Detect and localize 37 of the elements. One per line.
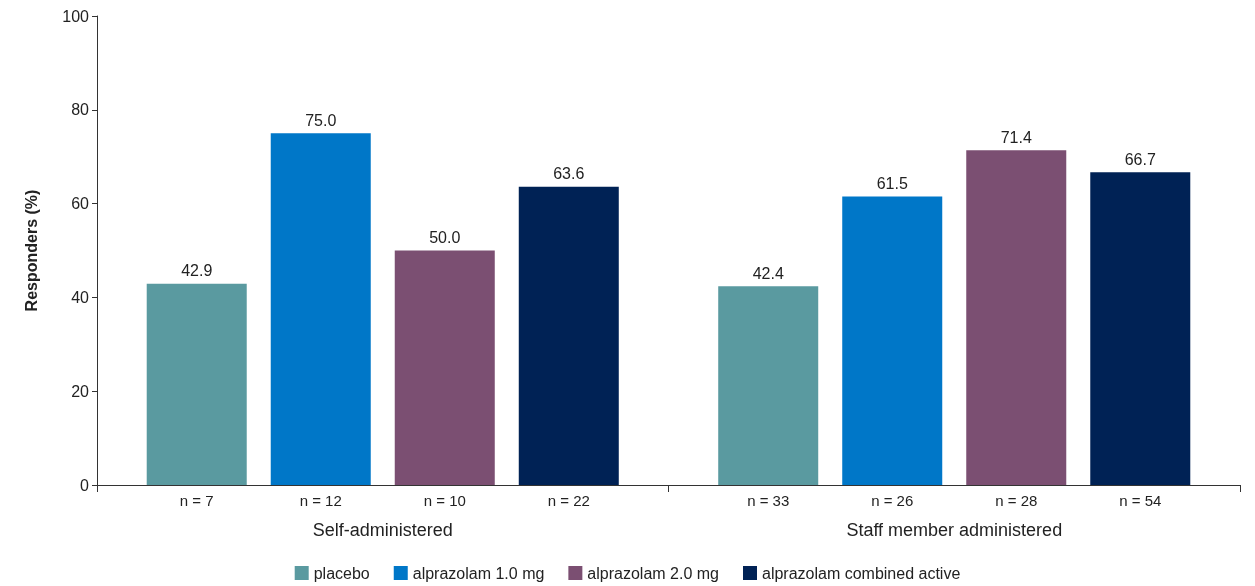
text: n = 22 [547, 492, 590, 509]
data-label: 42.4 [752, 264, 784, 282]
text: n = 10 [423, 492, 466, 509]
y-tick-label: 40 [71, 288, 90, 306]
bar [146, 283, 247, 485]
data-label: 63.6 [553, 165, 585, 183]
text: n = 54 [1119, 492, 1162, 509]
x-tick-label: Staff member administered [846, 520, 1063, 540]
y-axis-title: Responders (%) [22, 189, 40, 312]
bar [270, 133, 371, 485]
text: n = 33 [747, 492, 790, 509]
data-label: 61.5 [876, 175, 908, 193]
text: n = 12 [299, 492, 342, 509]
text: n = 7 [179, 492, 214, 509]
x-tick-label: Self-administered [312, 520, 453, 540]
data-label: 42.9 [181, 262, 213, 280]
legend-label: placebo [313, 564, 370, 582]
y-tick-label: 80 [71, 101, 90, 119]
bar [1090, 172, 1191, 485]
text: n = 28 [995, 492, 1038, 509]
legend-label: alprazolam combined active [761, 564, 961, 582]
data-label: 66.7 [1124, 150, 1156, 168]
text: n = 26 [871, 492, 914, 509]
legend-label: alprazolam 1.0 mg [412, 564, 545, 582]
legend-label: alprazolam 2.0 mg [587, 564, 719, 582]
bar [718, 286, 819, 485]
y-tick-label: 0 [80, 476, 90, 494]
bar [966, 150, 1067, 485]
data-label: 71.4 [1000, 128, 1032, 146]
bar [518, 186, 619, 485]
y-tick-label: 100 [62, 7, 90, 25]
y-tick-label: 20 [71, 382, 90, 400]
bar [394, 250, 495, 485]
bar [842, 196, 943, 485]
y-tick-label: 60 [71, 195, 90, 213]
data-label: 50.0 [429, 229, 461, 246]
data-label: 75.0 [305, 111, 337, 129]
